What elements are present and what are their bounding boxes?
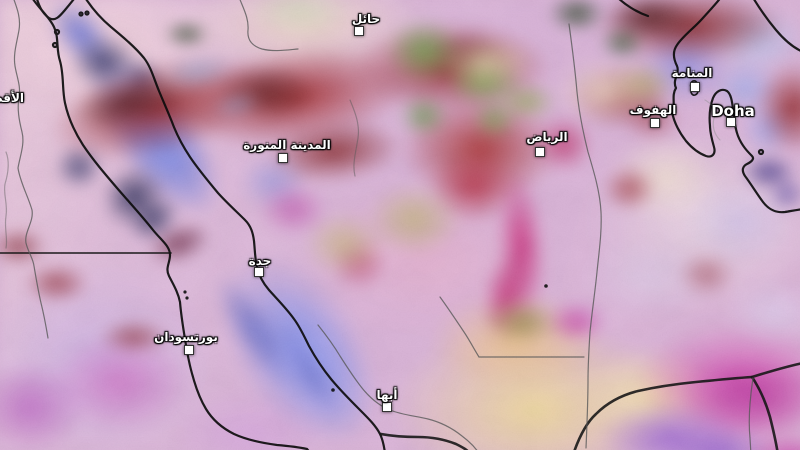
city-label-jeddah: جدة [248,254,272,268]
city-label-manama: المنامة [671,66,713,80]
city-marker-port-sudan [184,345,194,355]
city-label-hofuf: الهفوف [629,103,677,117]
city-marker-doha [726,117,736,127]
city-label-madinah: المدينة المنورة [243,138,331,152]
city-label-doha: Doha [711,102,755,120]
city-label-abha: أبها [376,388,398,402]
city-label-hail: حائل [351,12,381,26]
city-label-luxor: الأقصر [0,91,24,105]
city-marker-hofuf [650,118,660,128]
city-marker-manama [690,82,700,92]
city-label-port-sudan: بورتسودان [154,330,218,344]
city-label-riyadh: الرياض [526,130,568,144]
city-marker-abha [382,402,392,412]
city-marker-madinah [278,153,288,163]
city-marker-hail [354,26,364,36]
city-marker-riyadh [535,147,545,157]
city-marker-jeddah [254,267,264,277]
